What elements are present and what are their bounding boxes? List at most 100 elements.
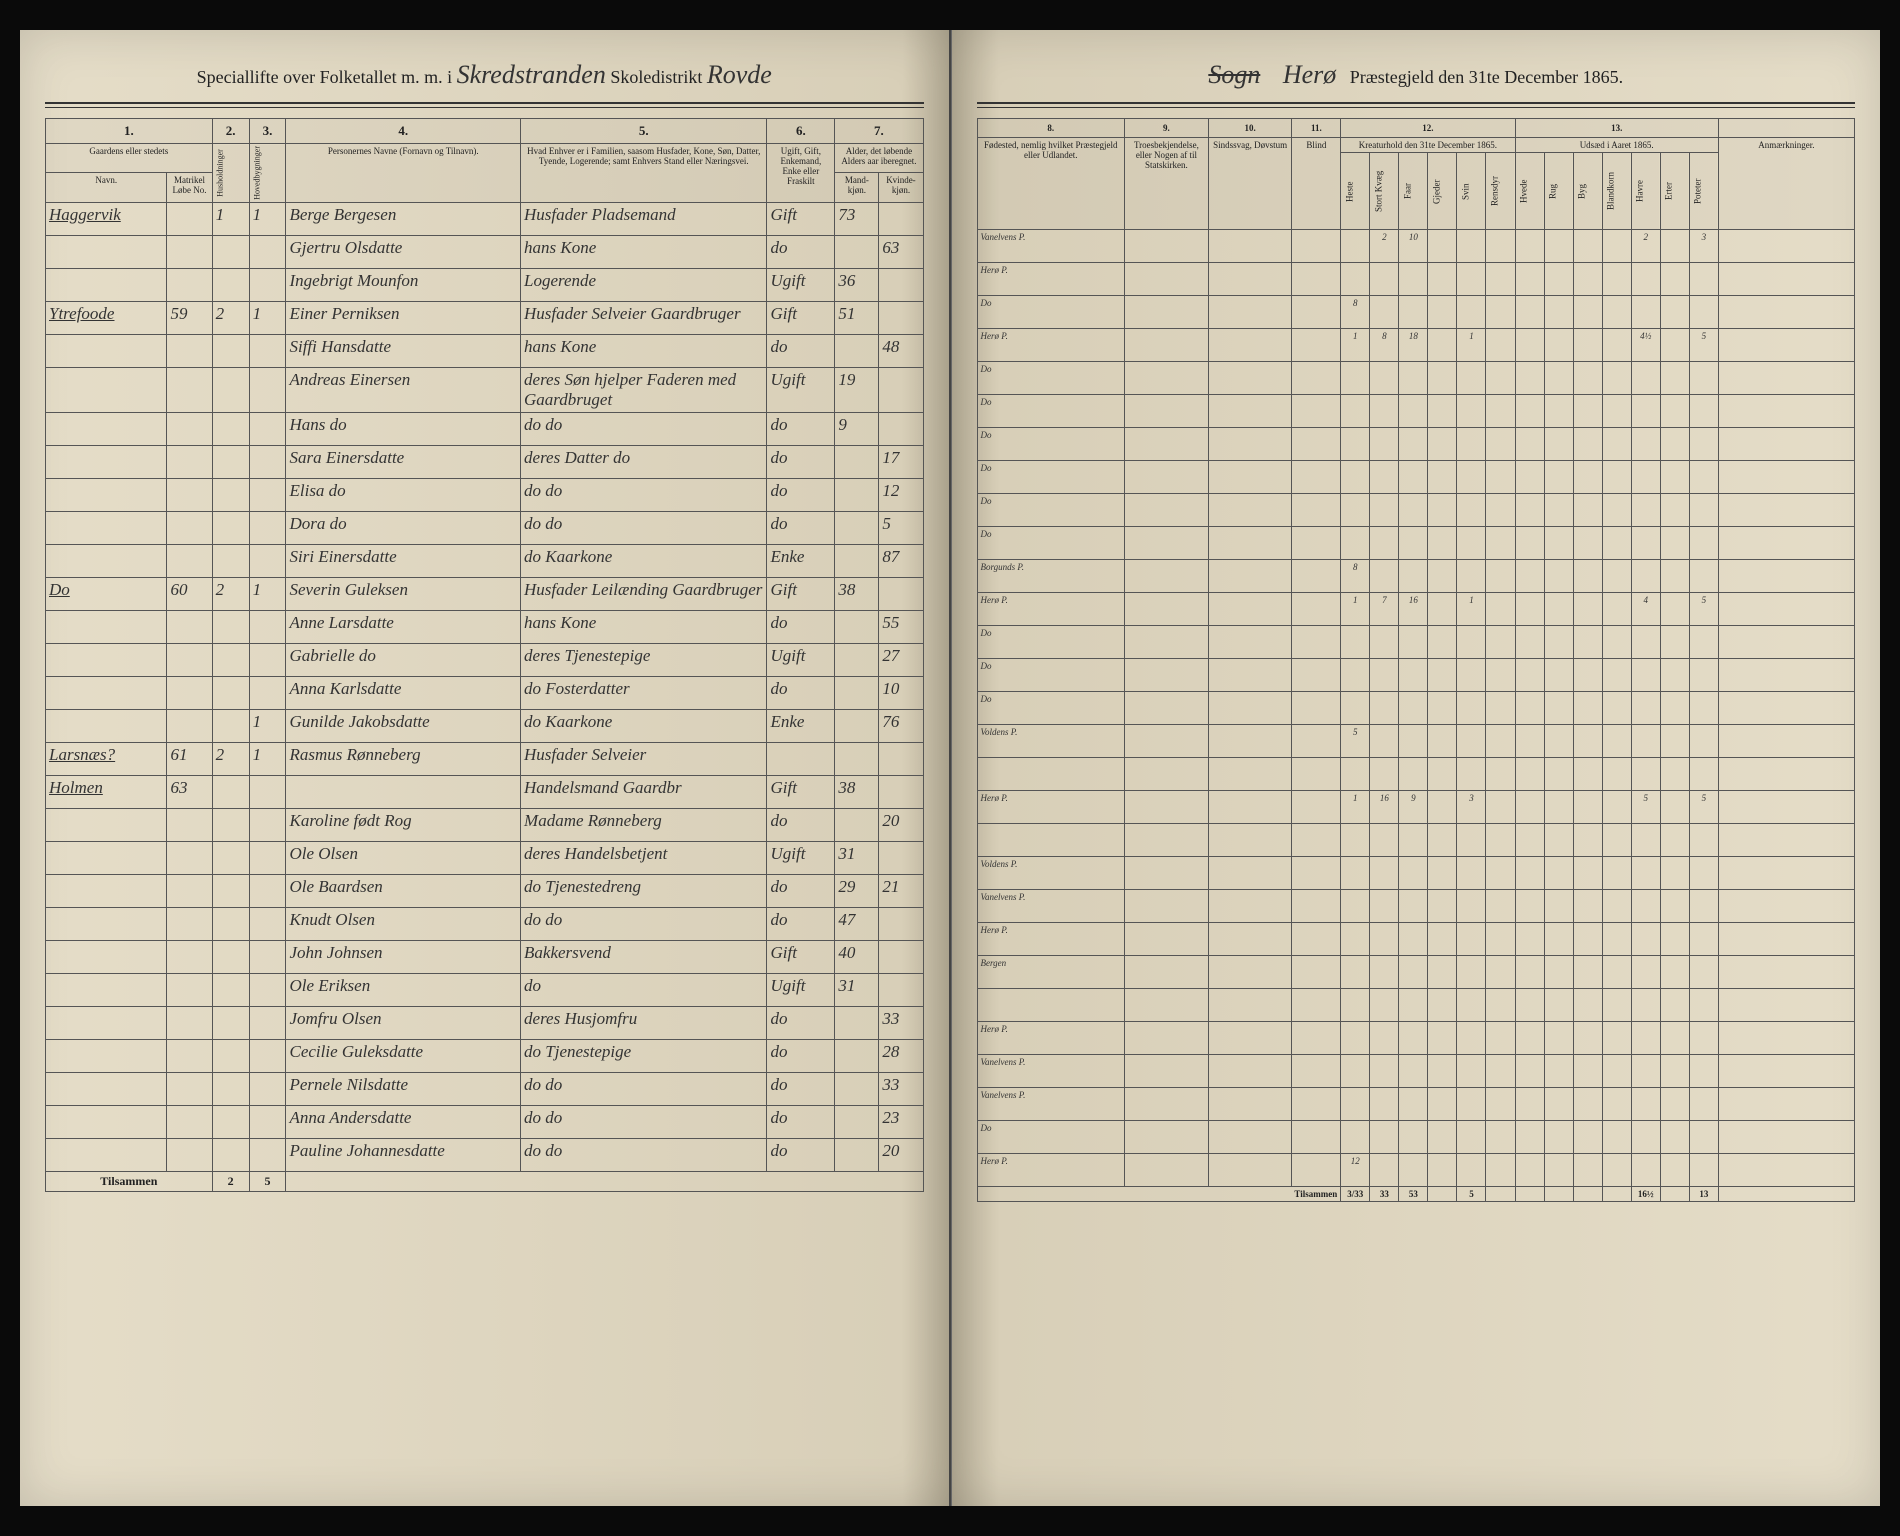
cell: Bergen <box>977 956 1125 989</box>
cell <box>212 367 249 412</box>
liv-cell <box>1486 230 1515 263</box>
livestock-col-0: Heste <box>1341 153 1370 230</box>
cell: Siffi Hansdatte <box>286 334 521 367</box>
cell: John Johnsen <box>286 940 521 973</box>
liv-cell <box>1457 395 1486 428</box>
table-row: Herø P. <box>977 1022 1855 1055</box>
liv-cell <box>1486 758 1515 791</box>
cell <box>1208 593 1292 626</box>
liv-cell <box>1341 659 1370 692</box>
crop-cell <box>1573 263 1602 296</box>
cell <box>1125 428 1209 461</box>
crop-cell <box>1515 593 1544 626</box>
cell <box>167 235 212 268</box>
cell <box>167 445 212 478</box>
cell: 1 <box>249 742 286 775</box>
crop-cell <box>1544 395 1573 428</box>
cell: 1 <box>212 202 249 235</box>
cell <box>1208 296 1292 329</box>
cell: 2 <box>212 742 249 775</box>
cell: 59 <box>167 301 212 334</box>
cell <box>249 445 286 478</box>
crop-cell <box>1602 593 1631 626</box>
cell: 38 <box>835 577 879 610</box>
cell: do Tjenestedreng <box>521 874 767 907</box>
crop-cell <box>1631 362 1660 395</box>
crop-cell <box>1660 461 1689 494</box>
cell <box>1125 890 1209 923</box>
cell <box>249 1072 286 1105</box>
cell: 29 <box>835 874 879 907</box>
cell <box>1125 395 1209 428</box>
cell <box>212 907 249 940</box>
cell <box>1125 329 1209 362</box>
cell <box>1292 1121 1341 1154</box>
remarks-cell <box>1718 1121 1854 1154</box>
h-navn: Navn. <box>46 173 167 202</box>
liv-cell <box>1341 824 1370 857</box>
h-hoved: Hovedbygninger <box>249 144 286 203</box>
crop-cell <box>1689 428 1718 461</box>
crop-cell <box>1631 692 1660 725</box>
cell <box>212 709 249 742</box>
cell: Gift <box>767 940 835 973</box>
cell <box>46 1006 167 1039</box>
table-row: Holmen63Handelsmand GaardbrGift38 <box>46 775 924 808</box>
cell: Do <box>977 461 1125 494</box>
crop-cell <box>1573 296 1602 329</box>
crop-cell <box>1573 692 1602 725</box>
table-row <box>977 989 1855 1022</box>
cell <box>1208 230 1292 263</box>
crop-cell <box>1573 857 1602 890</box>
cell <box>1125 857 1209 890</box>
crop-cell <box>1602 296 1631 329</box>
cell: deres Handelsbetjent <box>521 841 767 874</box>
cell <box>835 334 879 367</box>
cell <box>835 445 879 478</box>
crop-cell <box>1544 263 1573 296</box>
crop-cell <box>1631 626 1660 659</box>
crop-cell <box>1689 1154 1718 1187</box>
liv-cell <box>1457 725 1486 758</box>
col-13: 13. <box>1515 119 1718 138</box>
cell <box>879 775 923 808</box>
crop-cell <box>1689 692 1718 725</box>
cell <box>46 1072 167 1105</box>
liv-cell <box>1428 890 1457 923</box>
crop-cell <box>1602 1154 1631 1187</box>
liv-cell <box>1428 824 1457 857</box>
liv-cell <box>1399 626 1428 659</box>
table-row: Do <box>977 461 1855 494</box>
crop-cell <box>1515 725 1544 758</box>
crop-cell <box>1573 758 1602 791</box>
cell <box>1292 1088 1341 1121</box>
cell: do <box>767 1039 835 1072</box>
liv-cell <box>1399 527 1428 560</box>
crop-cell <box>1660 1154 1689 1187</box>
liv-cell <box>1486 626 1515 659</box>
cell: Herø P. <box>977 1022 1125 1055</box>
cell <box>46 940 167 973</box>
remarks-cell <box>1718 428 1854 461</box>
remarks-cell <box>1718 989 1854 1022</box>
table-row: Gjertru Olsdattehans Konedo63 <box>46 235 924 268</box>
crop-col-3: Blandkorn <box>1602 153 1631 230</box>
liv-cell <box>1370 725 1399 758</box>
crop-cell <box>1573 1055 1602 1088</box>
cell <box>1292 923 1341 956</box>
cell <box>1125 791 1209 824</box>
cell: Ugift <box>767 973 835 1006</box>
crop-cell <box>1544 989 1573 1022</box>
cell <box>879 301 923 334</box>
crop-cell <box>1660 395 1689 428</box>
cell: Bakkersvend <box>521 940 767 973</box>
cell: Anna Andersdatte <box>286 1105 521 1138</box>
cell: Rasmus Rønneberg <box>286 742 521 775</box>
cell <box>46 973 167 1006</box>
cell <box>1292 1154 1341 1187</box>
cell <box>1125 1154 1209 1187</box>
liv-cell <box>1457 230 1486 263</box>
crop-cell <box>1660 725 1689 758</box>
cell <box>212 1105 249 1138</box>
crop-cell <box>1602 494 1631 527</box>
